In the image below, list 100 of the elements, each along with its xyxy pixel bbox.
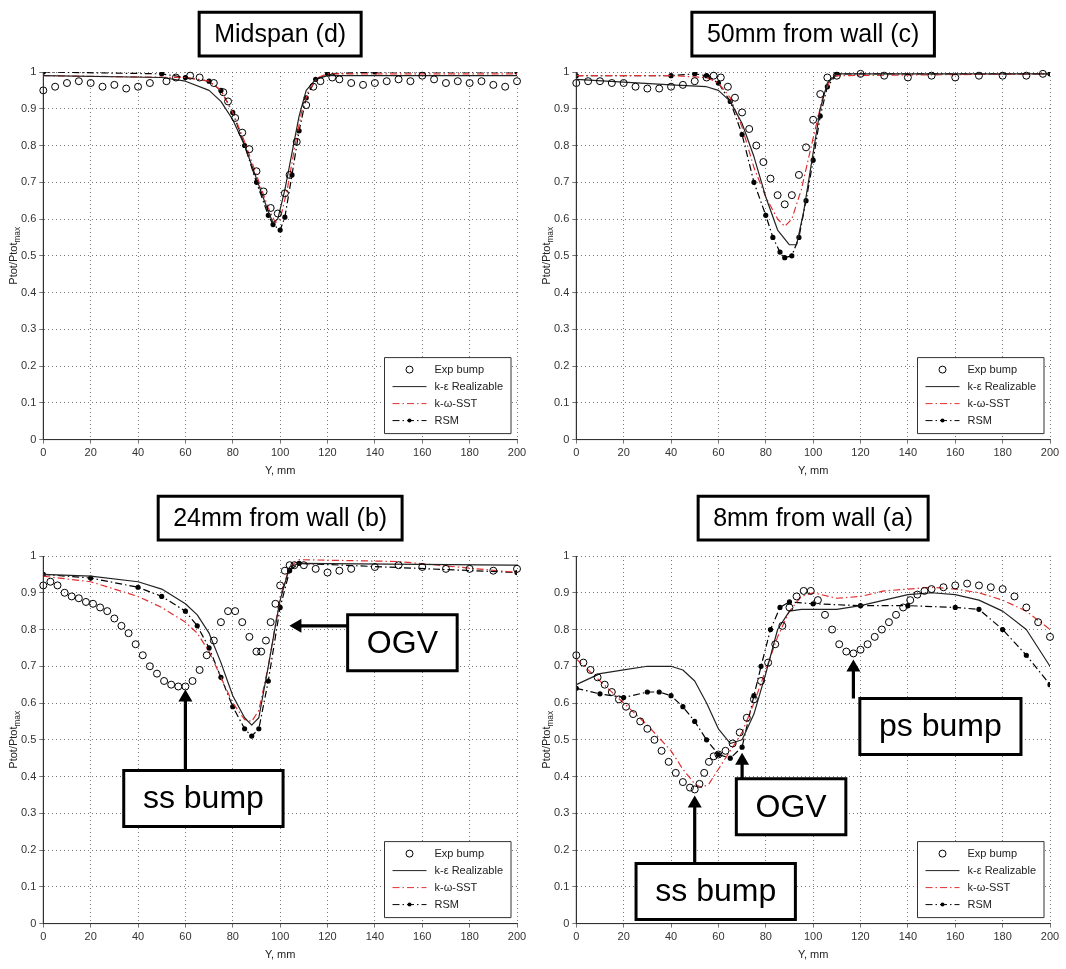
legend-label: RSM — [434, 413, 459, 426]
y-tick-label: 0.1 — [553, 879, 570, 892]
y-tick-label: 0.9 — [553, 101, 570, 114]
y-tick-label: 0.8 — [20, 138, 37, 151]
y-tick-label: 0.9 — [20, 101, 37, 114]
y-tick-label: 1 — [563, 549, 570, 562]
x-tick-label: 180 — [993, 930, 1012, 943]
x-tick-label: 40 — [664, 446, 678, 459]
legend-label: k-ω-SST — [434, 880, 478, 893]
y-tick-label: 0.3 — [553, 322, 570, 335]
legend-label: Exp bump — [434, 362, 485, 375]
y-tick-label: 0.9 — [20, 585, 37, 598]
y-tick-label: 0.4 — [20, 769, 37, 782]
y-tick-label: 0.8 — [553, 138, 570, 151]
y-tick-label: 0.7 — [20, 659, 37, 672]
x-tick-label: 200 — [1040, 930, 1060, 943]
y-tick-label: 0.9 — [553, 585, 570, 598]
x-tick-label: 40 — [131, 446, 145, 459]
y-tick-label: 0.5 — [553, 732, 570, 745]
x-tick-label: 160 — [413, 930, 432, 943]
y-tick-label: 0.5 — [20, 732, 37, 745]
x-tick-label: 80 — [759, 446, 772, 459]
y-tick-label: 0.7 — [553, 175, 570, 188]
x-tick-label: 140 — [898, 930, 918, 943]
annotation: ps bump — [879, 707, 1002, 744]
x-tick-label: 40 — [131, 930, 145, 943]
legend-label: k-ω-SST — [434, 396, 478, 409]
x-tick-label: 80 — [226, 930, 239, 943]
x-tick-label: 140 — [365, 930, 385, 943]
y-tick-label: 0.6 — [553, 212, 570, 225]
annotation: ss bump — [655, 872, 777, 909]
y-tick-label: 0.2 — [553, 359, 570, 372]
x-tick-label: 120 — [318, 446, 337, 459]
legend-label: k-ε Realizable — [434, 379, 504, 392]
x-tick-label: 20 — [617, 446, 630, 459]
legend-label: Exp bump — [434, 846, 485, 859]
chart-title: Midspan (d) — [214, 18, 347, 47]
y-tick-label: 0.3 — [20, 322, 37, 335]
y-tick-label: 1 — [563, 65, 570, 78]
y-tick-label: 0.1 — [20, 879, 37, 892]
y-tick-label: 0.8 — [553, 622, 570, 635]
x-tick-label: 160 — [946, 446, 965, 459]
y-tick-label: 0.8 — [20, 622, 37, 635]
annotation: ss bump — [142, 779, 264, 816]
x-tick-label: 100 — [270, 446, 290, 459]
x-axis-title: Y, mm — [797, 464, 829, 477]
y-tick-label: 0.4 — [553, 285, 570, 298]
y-tick-label: 0 — [30, 916, 37, 929]
chart-title: 50mm from wall (c) — [706, 18, 920, 47]
x-tick-label: 160 — [946, 930, 965, 943]
x-tick-label: 140 — [898, 446, 918, 459]
x-tick-label: 20 — [84, 446, 97, 459]
x-tick-label: 180 — [460, 930, 479, 943]
legend-label: RSM — [967, 897, 992, 910]
y-tick-label: 0.6 — [553, 696, 570, 709]
x-axis-title: Y, mm — [797, 948, 829, 961]
chart-title: 8mm from wall (a) — [713, 502, 914, 531]
x-tick-label: 80 — [226, 446, 239, 459]
legend-label: k-ε Realizable — [967, 379, 1037, 392]
y-tick-label: 0 — [563, 432, 570, 445]
x-tick-label: 40 — [664, 930, 678, 943]
legend-label: Exp bump — [967, 846, 1018, 859]
x-tick-label: 0 — [573, 930, 580, 943]
chart-title: 24mm from wall (b) — [173, 502, 388, 531]
legend-label: k-ε Realizable — [967, 863, 1037, 876]
x-axis-title: Y, mm — [264, 464, 296, 477]
legend-label: RSM — [434, 897, 459, 910]
legend-label: k-ω-SST — [967, 396, 1011, 409]
y-tick-label: 0.2 — [20, 359, 37, 372]
y-tick-label: 0.7 — [553, 659, 570, 672]
x-tick-label: 60 — [712, 446, 725, 459]
y-tick-label: 1 — [30, 65, 37, 78]
y-tick-label: 0.6 — [20, 696, 37, 709]
x-tick-label: 200 — [1040, 446, 1060, 459]
legend-label: k-ω-SST — [967, 880, 1011, 893]
legend-label: k-ε Realizable — [434, 863, 504, 876]
x-tick-label: 140 — [365, 446, 385, 459]
y-tick-label: 0.4 — [553, 769, 570, 782]
x-tick-label: 60 — [179, 446, 192, 459]
y-tick-label: 0.2 — [20, 843, 37, 856]
y-tick-label: 0.3 — [553, 806, 570, 819]
x-tick-label: 120 — [851, 446, 870, 459]
x-tick-label: 0 — [573, 446, 580, 459]
x-tick-label: 120 — [851, 930, 870, 943]
x-tick-label: 20 — [617, 930, 630, 943]
x-tick-label: 100 — [803, 930, 823, 943]
x-tick-label: 100 — [803, 446, 823, 459]
y-tick-label: 1 — [30, 549, 37, 562]
y-tick-label: 0.5 — [20, 248, 37, 261]
legend-label: Exp bump — [967, 362, 1018, 375]
y-tick-label: 0.1 — [553, 395, 570, 408]
x-tick-label: 100 — [270, 930, 290, 943]
x-tick-label: 180 — [993, 446, 1012, 459]
y-tick-label: 0.2 — [553, 843, 570, 856]
x-tick-label: 80 — [759, 930, 772, 943]
x-tick-label: 160 — [413, 446, 432, 459]
x-tick-label: 200 — [507, 446, 527, 459]
y-tick-label: 0.1 — [20, 395, 37, 408]
legend-label: RSM — [967, 413, 992, 426]
y-tick-label: 0.3 — [20, 806, 37, 819]
